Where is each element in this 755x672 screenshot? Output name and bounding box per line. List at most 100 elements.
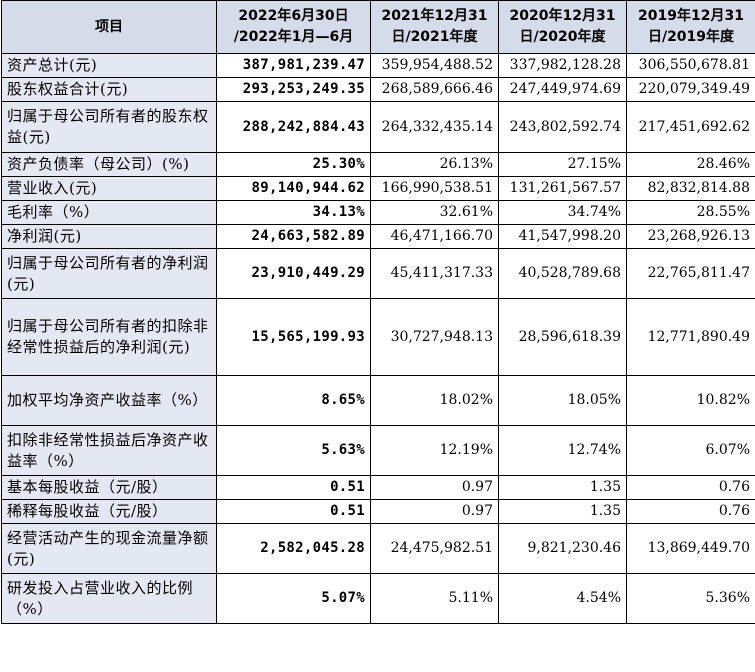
- value-2019: 5.36%: [626, 573, 755, 624]
- value-2019: 220,079,349.49: [626, 77, 755, 102]
- cell-value: 5.07%: [321, 590, 365, 606]
- value-2019: 13,869,449.70: [626, 523, 755, 574]
- cell-value: 0.76: [718, 479, 750, 495]
- value-2020: 27.15%: [498, 152, 627, 177]
- row-label-text: 资产总计(元): [7, 56, 98, 74]
- cell-value: 12.19%: [439, 442, 493, 458]
- row-label-text: 扣除非经常性损益后净资产收益率（%）: [7, 430, 209, 470]
- value-2022h1: 15,565,199.93: [216, 298, 371, 376]
- row-label: 资产总计(元): [1, 53, 217, 78]
- cell-value: 41,547,998.20: [518, 228, 621, 244]
- cell-value: 0.51: [330, 479, 365, 495]
- row-label-text: 毛利率（%）: [7, 203, 100, 221]
- value-2019: 23,268,926.13: [626, 224, 755, 249]
- cell-value: 89,140,944.62: [251, 180, 365, 196]
- cell-value: 10.82%: [696, 392, 750, 408]
- cell-value: 40,528,789.68: [518, 265, 621, 281]
- value-2020: 1.35: [498, 475, 627, 500]
- value-2022h1: 8.65%: [216, 375, 371, 426]
- value-2021: 166,990,538.51: [370, 176, 499, 201]
- value-2022h1: 25.30%: [216, 152, 371, 177]
- value-2019: 10.82%: [626, 375, 755, 426]
- value-2022h1: 387,981,239.47: [216, 53, 371, 78]
- value-2022h1: 89,140,944.62: [216, 176, 371, 201]
- cell-value: 27.15%: [567, 156, 621, 172]
- table-row: 稀释每股收益（元/股） 0.51 0.97 1.35 0.76: [1, 499, 755, 524]
- cell-value: 28.55%: [696, 204, 750, 220]
- value-2019: 12,771,890.49: [626, 298, 755, 376]
- cell-value: 45,411,317.33: [390, 265, 493, 281]
- header-2022h1: 2022年6月30日 /2022年1月—6月: [216, 0, 371, 54]
- cell-value: 0.97: [461, 503, 493, 519]
- cell-value: 23,268,926.13: [647, 228, 750, 244]
- table-row: 营业收入(元) 89,140,944.62 166,990,538.51 131,26…: [1, 176, 755, 201]
- value-2022h1: 5.07%: [216, 573, 371, 624]
- cell-value: 387,981,239.47: [242, 57, 365, 73]
- cell-value: 293,253,249.35: [242, 81, 365, 97]
- cell-value: 82,832,814.88: [647, 180, 750, 196]
- value-2021: 45,411,317.33: [370, 248, 499, 299]
- value-2019: 306,550,678.81: [626, 53, 755, 78]
- cell-value: 268,589,666.46: [381, 81, 493, 97]
- cell-value: 288,242,884.43: [242, 118, 365, 135]
- header-2020: 2020年12月31 日/2020年度: [498, 0, 627, 54]
- cell-value: 243,802,592.74: [509, 118, 621, 135]
- value-2019: 28.55%: [626, 200, 755, 225]
- value-2019: 82,832,814.88: [626, 176, 755, 201]
- cell-value: 217,451,692.62: [638, 118, 750, 135]
- value-2021: 32.61%: [370, 200, 499, 225]
- row-label-text: 稀释每股收益（元/股）: [7, 502, 168, 520]
- row-label: 股东权益合计(元): [1, 77, 217, 102]
- value-2020: 40,528,789.68: [498, 248, 627, 299]
- row-label-text: 归属于母公司所有者的扣除非经常性损益后的净利润(元): [7, 317, 209, 356]
- value-2019: 0.76: [626, 499, 755, 524]
- table-row: 归属于母公司所有者的股东权益(元) 288,242,884.43 264,332,4…: [1, 101, 755, 153]
- value-2020: 34.74%: [498, 200, 627, 225]
- table-body: 资产总计(元) 387,981,239.47 359,954,488.52 337,9…: [1, 53, 755, 624]
- cell-value: 22,765,811.47: [647, 265, 750, 281]
- value-2021: 264,332,435.14: [370, 101, 499, 153]
- cell-value: 34.74%: [567, 204, 621, 220]
- value-2019: 217,451,692.62: [626, 101, 755, 153]
- row-label-text: 研发投入占营业收入的比例（%）: [7, 578, 194, 618]
- value-2020: 9,821,230.46: [498, 523, 627, 574]
- value-2022h1: 23,910,449.29: [216, 248, 371, 299]
- cell-value: 18.02%: [439, 392, 493, 408]
- value-2019: 28.46%: [626, 152, 755, 177]
- header-2019: 2019年12月31 日/2019年度: [626, 0, 755, 54]
- row-label-text: 加权平均净资产收益率（%）: [7, 391, 208, 409]
- value-2019: 6.07%: [626, 425, 755, 476]
- value-2021: 0.97: [370, 499, 499, 524]
- cell-value: 24,663,582.89: [251, 228, 365, 244]
- value-2021: 30,727,948.13: [370, 298, 499, 376]
- value-2020: 41,547,998.20: [498, 224, 627, 249]
- header-2021: 2021年12月31 日/2021年度: [370, 0, 499, 54]
- cell-value: 13,869,449.70: [647, 540, 750, 556]
- cell-value: 0.76: [718, 503, 750, 519]
- row-label-text: 净利润(元): [7, 227, 82, 245]
- cell-value: 5.63%: [321, 442, 365, 458]
- cell-value: 306,550,678.81: [638, 57, 750, 73]
- row-label: 研发投入占营业收入的比例（%）: [1, 573, 217, 624]
- cell-value: 5.36%: [705, 590, 750, 606]
- value-2020: 337,982,128.28: [498, 53, 627, 78]
- table-row: 基本每股收益（元/股） 0.51 0.97 1.35 0.76: [1, 475, 755, 500]
- cell-value: 6.07%: [705, 442, 750, 458]
- value-2019: 0.76: [626, 475, 755, 500]
- table-row: 资产总计(元) 387,981,239.47 359,954,488.52 337,9…: [1, 53, 755, 78]
- table-row: 毛利率（%） 34.13% 32.61% 34.74% 28.55%: [1, 200, 755, 225]
- cell-value: 15,565,199.93: [251, 328, 365, 345]
- cell-value: 4.54%: [576, 590, 621, 606]
- cell-value: 28.46%: [696, 156, 750, 172]
- cell-value: 26.13%: [439, 156, 493, 172]
- value-2020: 247,449,974.69: [498, 77, 627, 102]
- value-2022h1: 5.63%: [216, 425, 371, 476]
- row-label-text: 基本每股收益（元/股）: [7, 478, 168, 496]
- row-label-text: 经营活动产生的现金流量净额(元): [7, 528, 209, 568]
- value-2021: 18.02%: [370, 375, 499, 426]
- cell-value: 12.74%: [567, 442, 621, 458]
- cell-value: 8.65%: [321, 392, 365, 408]
- row-label: 基本每股收益（元/股）: [1, 475, 217, 500]
- table-row: 归属于母公司所有者的净利润(元) 23,910,449.29 45,411,317.…: [1, 248, 755, 299]
- row-label-text: 营业收入(元): [7, 179, 98, 197]
